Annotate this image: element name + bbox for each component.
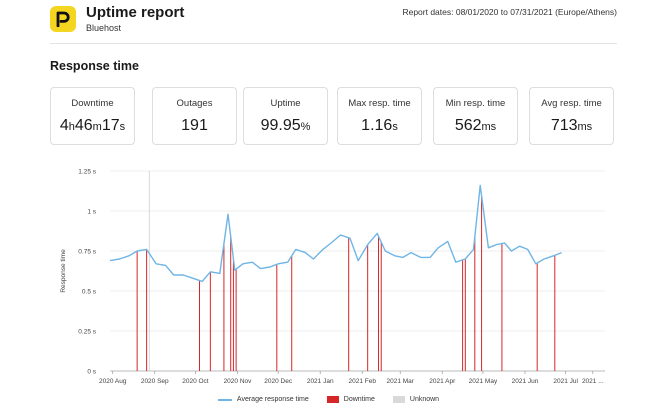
y-tick-label: 0.75 s — [78, 249, 96, 256]
stat-number: 1.16 — [361, 117, 393, 134]
stat-number: 191 — [181, 117, 208, 134]
report-subtitle: Bluehost — [86, 23, 122, 33]
y-tick-label: 1.25 s — [78, 169, 96, 176]
stat-value: 562ms — [434, 117, 517, 135]
x-tick-label: 2020 Nov — [224, 378, 253, 385]
series-line-average-response-time — [109, 184, 562, 283]
legend-item-downtime[interactable]: Downtime — [326, 396, 375, 403]
x-tick-label: 2020 Aug — [99, 378, 127, 385]
stat-label: Avg resp. time — [541, 98, 602, 109]
stat-unit: s — [119, 121, 126, 133]
x-tick-label: 2021 Apr — [429, 378, 456, 385]
legend-line-swatch — [217, 398, 232, 401]
x-tick-label: 2020 Sep — [141, 378, 169, 385]
stat-number: 4 — [59, 117, 69, 134]
y-tick-label: 0.25 s — [78, 329, 96, 336]
y-axis-title: Response time — [60, 249, 67, 293]
stat-number: 17 — [101, 117, 120, 134]
stat-card-outages: Outages 191 — [152, 87, 237, 145]
stat-card-max-resp: Max resp. time 1.16s — [337, 87, 422, 145]
legend-label-unknown: Unknown — [409, 396, 440, 403]
stat-number: 713 — [550, 117, 578, 134]
stat-unit: % — [300, 121, 311, 133]
stat-card-uptime: Uptime 99.95% — [243, 87, 328, 145]
x-tick-label: 2020 Oct — [182, 378, 209, 385]
stat-unit: ms — [577, 121, 593, 133]
x-tick-label: 2021 Mar — [386, 378, 414, 385]
stat-unit: m — [92, 121, 102, 133]
stat-unit: ms — [481, 121, 497, 133]
y-tick-label: 1 s — [87, 209, 96, 216]
stat-unit: h — [68, 121, 75, 133]
stat-label: Min resp. time — [445, 98, 506, 109]
stat-unit: s — [392, 121, 398, 133]
x-tick-label: 2021 Jan — [307, 378, 334, 385]
stat-number: 562 — [454, 117, 482, 134]
x-tick-label: 2021 May — [469, 378, 498, 385]
stat-number: 46 — [74, 117, 93, 134]
legend-label-average: Average response time — [236, 396, 309, 403]
report-title: Uptime report — [86, 4, 185, 21]
y-tick-label: 0.5 s — [82, 289, 97, 296]
legend-label-downtime: Downtime — [343, 396, 375, 403]
response-time-chart: 0 s 0.25 s 0.5 s 0.75 s 1 s 1.25 s Response ti… — [60, 169, 605, 385]
stat-label: Outages — [176, 98, 213, 109]
y-tick-label: 0 s — [87, 369, 96, 376]
stat-number: 99.95 — [260, 117, 301, 134]
legend-item-average[interactable]: Average response time — [217, 396, 309, 403]
report-dates: Report dates: 08/01/2020 to 07/31/2021 (… — [402, 7, 617, 17]
stat-value: 4h46m17s — [51, 117, 134, 135]
logo-mark-icon — [56, 11, 70, 27]
stat-card-avg-resp: Avg resp. time 713ms — [529, 87, 614, 145]
x-tick-label: 2021 ... — [582, 378, 604, 385]
chart-legend: Average response time Downtime Unknown — [0, 396, 657, 403]
x-tick-label: 2021 Jun — [512, 378, 539, 385]
stat-label: Max resp. time — [348, 98, 411, 109]
x-tick-label: 2021 Jul — [553, 378, 578, 385]
x-tick-label: 2020 Dec — [264, 378, 293, 385]
legend-unknown-swatch — [392, 396, 405, 403]
stat-value: 1.16s — [338, 117, 421, 135]
stat-card-min-resp: Min resp. time 562ms — [433, 87, 518, 145]
legend-downtime-swatch — [326, 396, 339, 403]
app-logo — [50, 6, 76, 32]
stat-value: 191 — [153, 117, 236, 135]
stat-value: 713ms — [530, 117, 613, 135]
section-title: Response time — [50, 59, 139, 73]
stat-label: Uptime — [270, 98, 301, 109]
stat-label: Downtime — [71, 98, 114, 109]
legend-item-unknown[interactable]: Unknown — [392, 396, 440, 403]
x-tick-label: 2021 Feb — [349, 378, 377, 385]
stat-card-downtime: Downtime 4h46m17s — [50, 87, 135, 145]
header-divider — [50, 43, 617, 44]
stat-value: 99.95% — [244, 117, 327, 135]
